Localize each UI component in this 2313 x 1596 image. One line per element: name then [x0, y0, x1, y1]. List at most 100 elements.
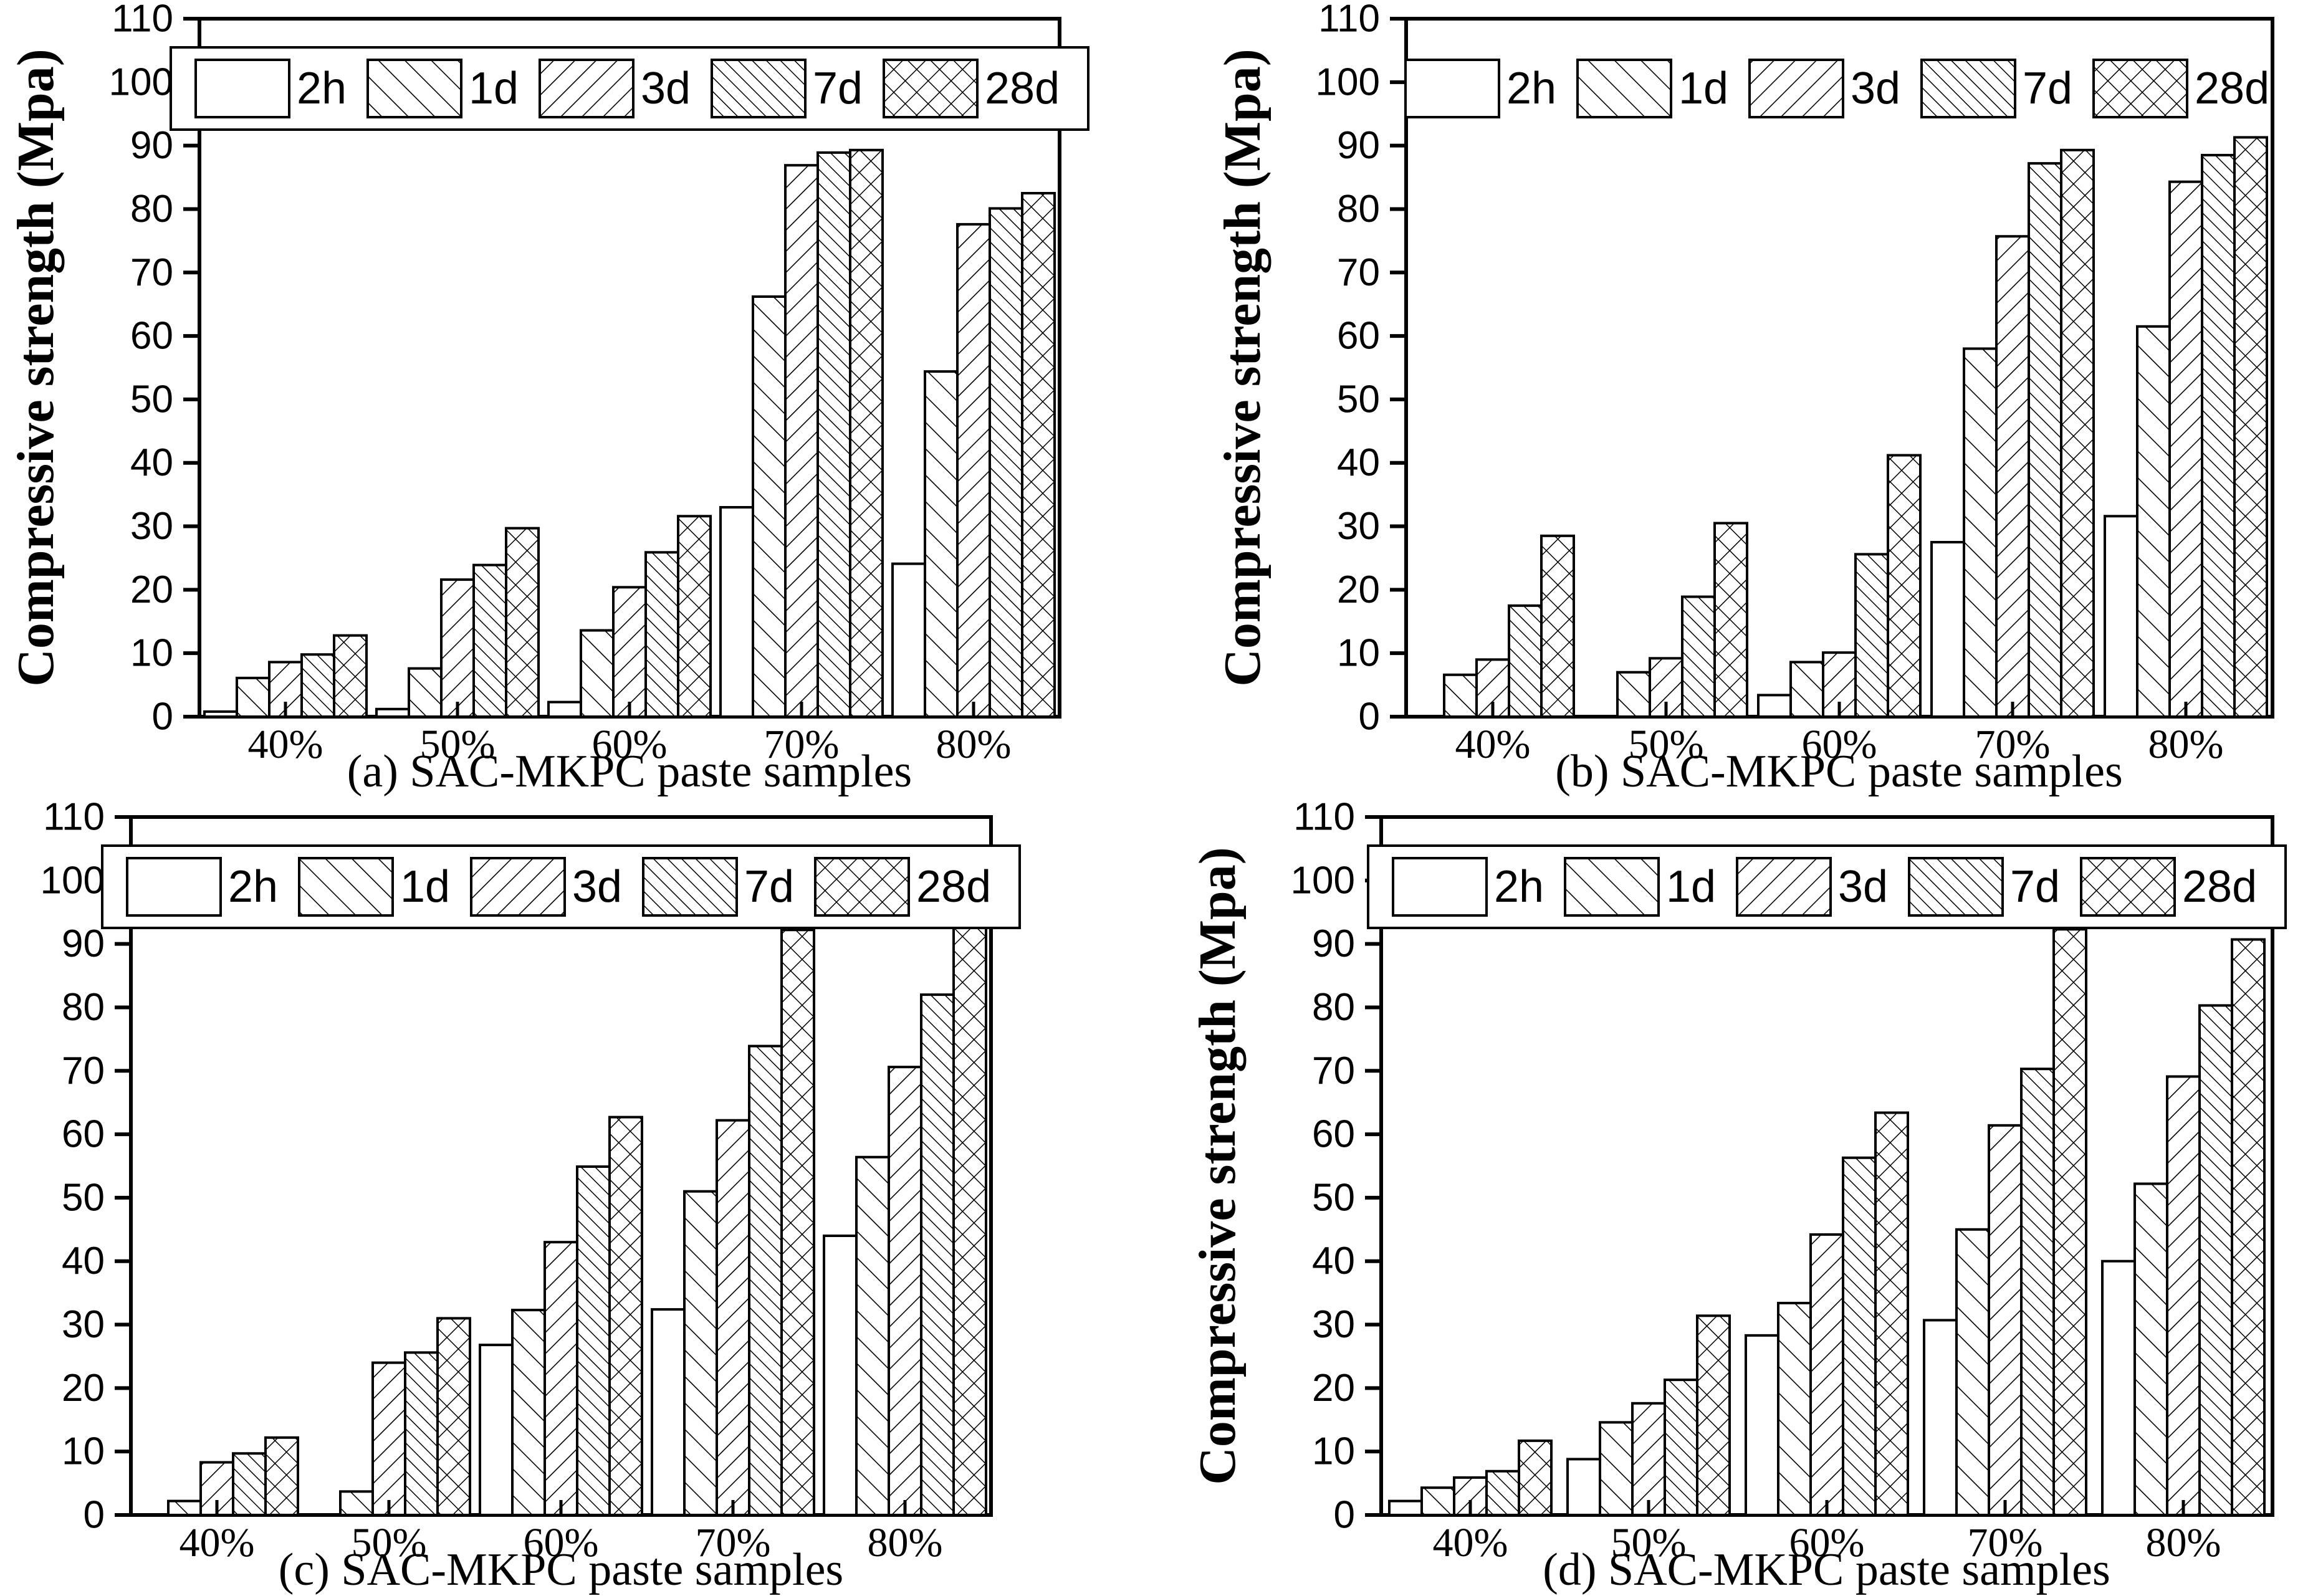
- y-tick-label: 70: [130, 251, 173, 294]
- legend-label-3d: 3d: [1851, 64, 1900, 113]
- legend-swatch-28d: [2079, 856, 2176, 917]
- bar-d-70%-7d: [2019, 1067, 2055, 1516]
- chart-b: 0 10 20 30 40 50 60 70 80 90 100 110 Compressive str…: [1157, 0, 2313, 798]
- bar-b-40%-7d: [1507, 604, 1543, 718]
- y-tick-label: 60: [62, 1112, 105, 1155]
- y-tick-label: 0: [84, 1493, 105, 1536]
- bar-b-70%-1d: [1962, 347, 1998, 718]
- bar-a-40%-1d: [236, 676, 271, 718]
- bar-d-80%-1d: [2133, 1182, 2168, 1516]
- bar-c-60%-2h: [479, 1343, 514, 1516]
- y-axis-c: 0 10 20 30 40 50 60 70 80 90 100 110: [41, 798, 131, 1536]
- x-category-label: 80%: [936, 722, 1012, 767]
- x-category-label: 80%: [868, 1520, 943, 1565]
- bar-c-80%-1d: [855, 1155, 890, 1516]
- bar-d-70%-3d: [1987, 1124, 2023, 1516]
- bar-c-70%-7d: [748, 1044, 783, 1516]
- bar-b-50%-28d: [1713, 522, 1748, 718]
- bar-a-40%-7d: [300, 653, 335, 718]
- bar-b-80%-7d: [2200, 153, 2236, 718]
- chart-a-canvas: 0 10 20 30 40 50 60 70 80 90 100 110 Compressive str…: [7, 0, 1089, 767]
- y-axis-title-b: Compressive strength (Mpa): [1214, 49, 1271, 686]
- y-tick-label: 0: [1358, 695, 1379, 738]
- bar-c-60%-7d: [576, 1165, 611, 1516]
- legend-swatch-1d: [298, 856, 394, 917]
- x-category-label: 50%: [1611, 1520, 1686, 1565]
- y-tick-label: 40: [62, 1240, 105, 1283]
- legend-label-1d: 1d: [1666, 862, 1716, 912]
- bar-c-40%-7d: [232, 1451, 267, 1516]
- bar-a-80%-28d: [1021, 192, 1056, 718]
- x-category-label: 60%: [592, 722, 668, 767]
- bar-c-40%-1d: [167, 1499, 202, 1516]
- y-tick-label: 70: [1337, 251, 1380, 294]
- x-category-label: 40%: [180, 1520, 255, 1565]
- x-category-label: 70%: [764, 722, 840, 767]
- bar-d-40%-28d: [1517, 1439, 1553, 1516]
- bar-a-80%-7d: [989, 207, 1023, 719]
- legend-d: 2h 1d 3d 7d 28d: [1366, 844, 2287, 929]
- x-category-label: 70%: [1967, 1520, 2042, 1565]
- x-category-label: 50%: [1628, 722, 1703, 767]
- bar-a-40%-2h: [203, 710, 238, 718]
- bar-a-50%-7d: [472, 563, 507, 718]
- bar-d-80%-2h: [2100, 1259, 2136, 1516]
- legend-swatch-2h: [1404, 59, 1500, 118]
- y-tick-label: 10: [62, 1430, 105, 1473]
- bar-d-40%-2h: [1387, 1499, 1423, 1516]
- x-category-label: 50%: [352, 1520, 427, 1565]
- bar-d-40%-1d: [1420, 1486, 1455, 1516]
- bar-a-80%-2h: [891, 562, 926, 718]
- y-tick-label: 30: [130, 505, 173, 548]
- bar-c-70%-28d: [780, 928, 815, 1516]
- y-tick-label: 30: [62, 1303, 105, 1346]
- y-tick-label: 50: [1312, 1176, 1355, 1219]
- chart-c-caption: (c) SAC-MKPC paste samples: [278, 1544, 844, 1595]
- chart-b-canvas: 0 10 20 30 40 50 60 70 80 90 100 110 Compressive str…: [1214, 0, 2274, 767]
- bar-a-60%-1d: [580, 629, 615, 719]
- y-tick-label: 80: [130, 188, 173, 231]
- legend-label-2h: 2h: [297, 64, 347, 113]
- legend-swatch-1d: [1576, 59, 1672, 118]
- y-tick-label: 100: [1315, 60, 1379, 103]
- y-tick-label: 0: [152, 695, 173, 738]
- bar-b-50%-7d: [1680, 595, 1716, 719]
- y-tick-label: 60: [1312, 1112, 1355, 1155]
- legend-a: 2h 1d 3d 7d 28d: [170, 46, 1089, 131]
- bar-a-80%-1d: [924, 370, 959, 718]
- legend-swatch-3d: [1748, 59, 1844, 118]
- bar-d-60%-3d: [1809, 1233, 1844, 1516]
- legend-label-28d: 28d: [916, 862, 991, 912]
- legend-swatch-7d: [711, 59, 807, 118]
- y-tick-label: 100: [109, 60, 173, 103]
- y-tick-label: 10: [1312, 1430, 1355, 1473]
- bar-b-60%-2h: [1756, 694, 1792, 719]
- bar-c-50%-7d: [404, 1350, 439, 1516]
- bar-b-80%-3d: [2168, 180, 2203, 718]
- bar-c-50%-28d: [436, 1316, 471, 1516]
- legend-b: 2h 1d 3d 7d 28d: [1404, 59, 2269, 118]
- bar-b-60%-7d: [1854, 553, 1889, 718]
- bar-d-80%-3d: [2165, 1074, 2201, 1516]
- y-tick-label: 60: [130, 315, 173, 358]
- legend-swatch-3d: [539, 59, 635, 118]
- legend-label-7d: 7d: [744, 862, 794, 912]
- bar-a-80%-3d: [956, 222, 991, 718]
- legend-label-2h: 2h: [228, 862, 278, 912]
- bar-d-60%-2h: [1744, 1334, 1779, 1516]
- y-tick-label: 90: [1337, 124, 1380, 167]
- bar-a-60%-2h: [547, 700, 582, 718]
- y-tick-label: 80: [1312, 985, 1355, 1028]
- chart-a-caption: (a) SAC-MKPC paste samples: [347, 746, 912, 797]
- legend-swatch-3d: [470, 856, 566, 917]
- bar-a-60%-3d: [612, 586, 647, 718]
- y-tick-label: 50: [1337, 378, 1380, 421]
- bar-c-70%-3d: [716, 1119, 750, 1516]
- x-category-label: 50%: [420, 722, 496, 767]
- bar-a-50%-28d: [505, 527, 540, 718]
- y-axis-b: 0 10 20 30 40 50 60 70 80 90 100 110: [1315, 0, 1406, 738]
- bar-a-60%-28d: [677, 515, 712, 718]
- legend-swatch-28d: [2092, 59, 2188, 118]
